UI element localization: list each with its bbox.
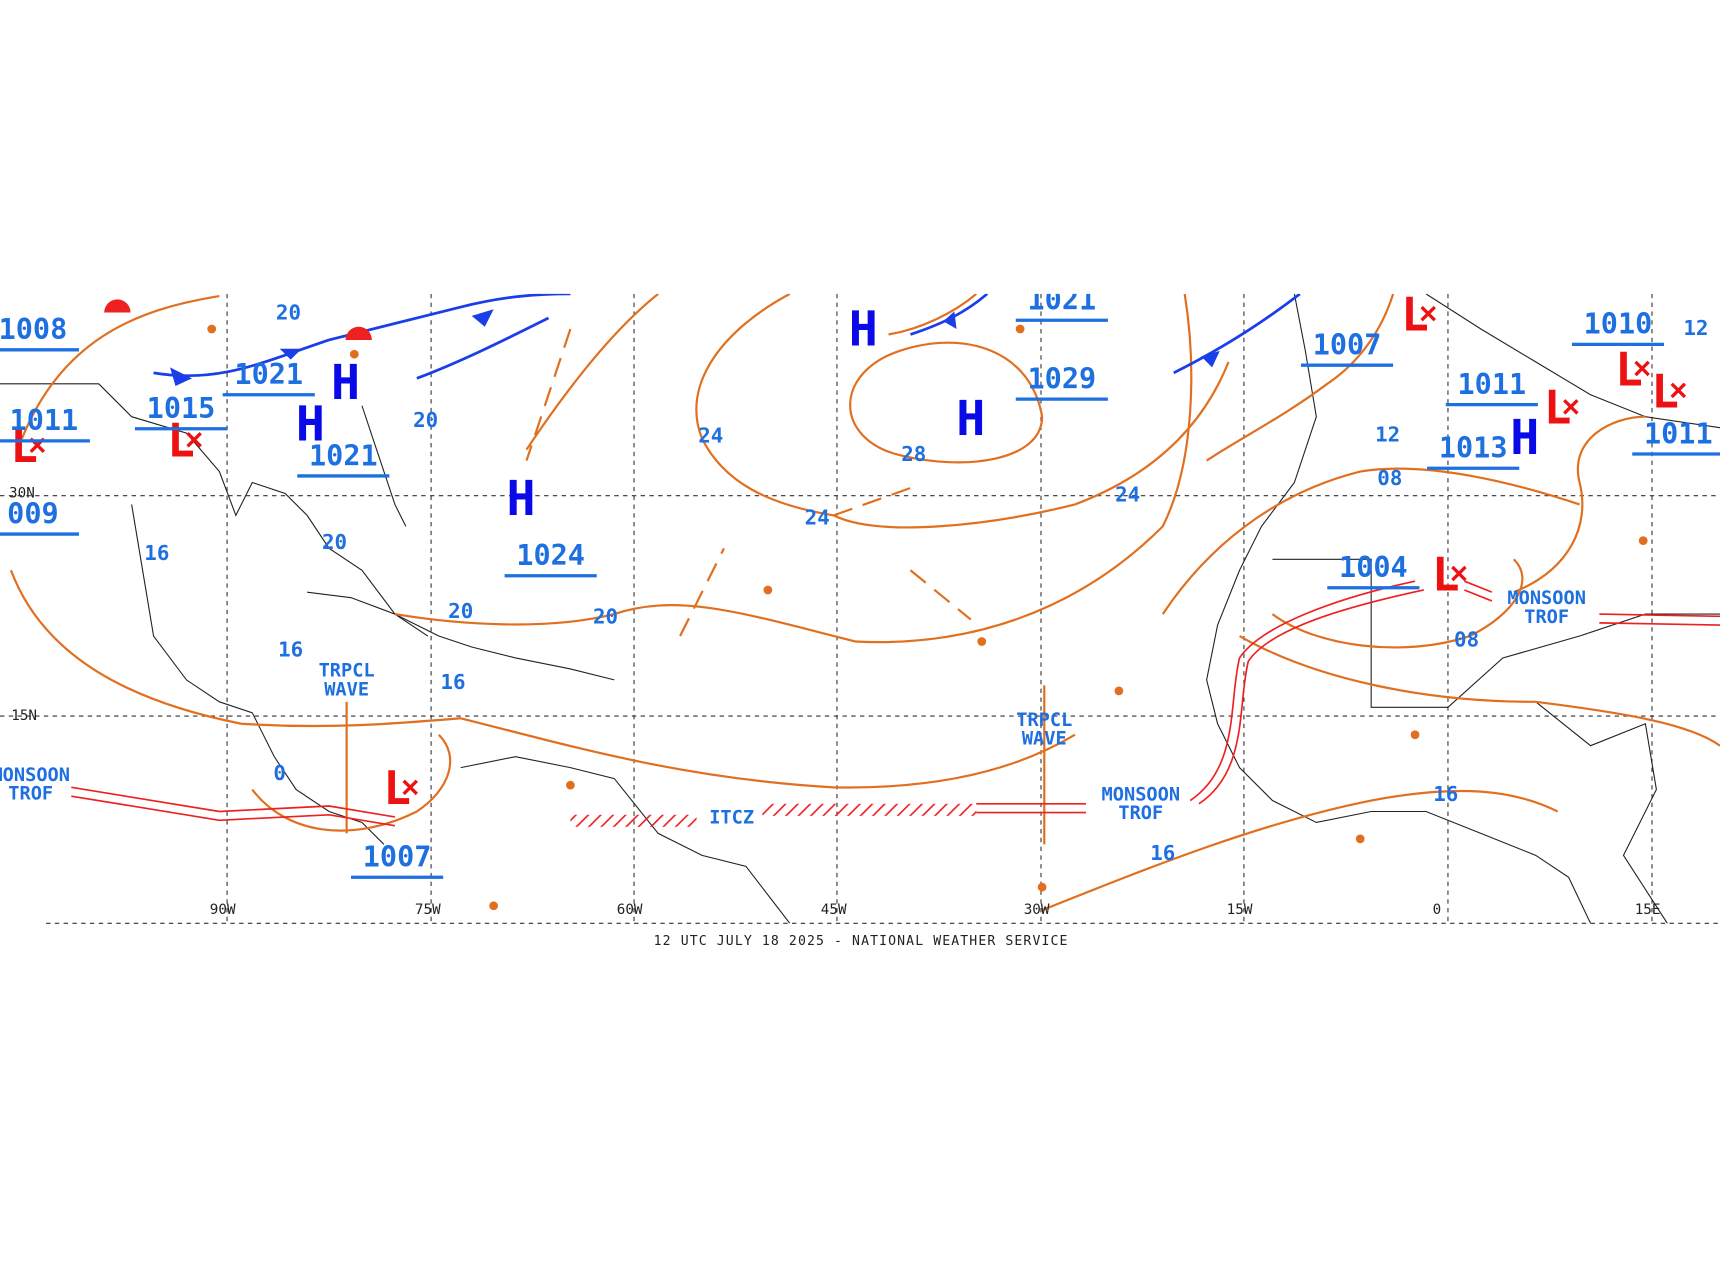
longitude-label: 75W [415, 902, 441, 918]
isobar-label: 20 [276, 301, 301, 325]
central-pressure: 1021 [1028, 284, 1097, 317]
station-plots [207, 324, 1648, 911]
grid [0, 293, 1720, 924]
high-center: H [296, 397, 325, 453]
high-center: H [1510, 410, 1539, 466]
isobar-label: 16 [1150, 841, 1175, 865]
central-pressure: 1011 [10, 404, 79, 437]
coastlines [0, 293, 1720, 924]
high-center: H [331, 355, 360, 411]
isobar-label: 16 [278, 637, 303, 661]
isobar-label: 20 [322, 530, 347, 554]
isobar-label: 12 [1375, 422, 1400, 446]
isobar-label: 20 [448, 599, 473, 623]
high-center: H [849, 301, 878, 357]
feature-label: MONSOON [0, 765, 70, 786]
feature-label: TROF [8, 783, 53, 804]
caption: 12 UTC JULY 18 2025 - NATIONAL WEATHER S… [654, 934, 1069, 949]
central-pressure: 1021 [309, 439, 378, 472]
central-pressure: 1011 [1458, 368, 1527, 401]
feature-label: ITCZ [709, 808, 754, 829]
low-center: L [10, 419, 38, 473]
central-pressure: 009 [7, 497, 58, 530]
feature-label: WAVE [324, 679, 369, 700]
central-pressure: 1021 [234, 358, 303, 391]
longitude-label: 60W [617, 902, 643, 918]
isobar-label: 16 [440, 670, 465, 694]
isobar-label: 24 [1115, 483, 1140, 507]
low-center: L [1544, 381, 1572, 435]
isobar-label: 24 [698, 423, 723, 447]
central-pressure: 1024 [516, 539, 585, 572]
low-marker [1563, 399, 1579, 415]
low-marker [1451, 565, 1467, 582]
longitude-label: 0 [1433, 902, 1442, 918]
longitude-label: 45W [821, 902, 847, 918]
low-marker [1670, 382, 1687, 399]
fronts [104, 293, 1301, 387]
central-pressure: 1029 [1028, 363, 1097, 396]
feature-label: TRPCL [1016, 710, 1072, 731]
longitude-label: 30W [1024, 902, 1050, 918]
longitude-label: 15W [1227, 902, 1253, 918]
feature-label: TROF [1118, 803, 1163, 824]
isobars [9, 293, 1720, 912]
feature-label: TROF [1524, 607, 1569, 628]
central-pressure: 1015 [147, 392, 216, 425]
low-center: L [383, 761, 411, 815]
isobar-label: 08 [1377, 466, 1402, 490]
isobar-label: 16 [144, 541, 169, 565]
low-marker [402, 779, 419, 796]
feature-label: WAVE [1022, 729, 1067, 750]
longitude-label: 90W [210, 902, 236, 918]
low-marker [186, 431, 202, 448]
feature-label: MONSOON [1102, 785, 1181, 806]
isobar-label: 28 [901, 442, 926, 466]
low-center: L [1432, 547, 1460, 601]
low-center: L [1401, 288, 1429, 342]
isobar-label: 16 [1433, 782, 1458, 806]
longitude-label: 15E [1635, 902, 1661, 918]
central-pressure: 1013 [1439, 432, 1508, 465]
feature-label: TRPCL [319, 661, 375, 682]
central-pressure: 1008 [0, 313, 67, 346]
troughs [71, 580, 1720, 827]
isobar-label: 20 [593, 604, 618, 628]
central-pressure: 1007 [363, 841, 432, 874]
feature-label: MONSOON [1507, 588, 1586, 609]
low-center: L [167, 414, 195, 468]
isobar-label: 08 [1454, 627, 1479, 651]
latitude-label: 30N [9, 485, 35, 501]
low-center: L [1615, 342, 1643, 396]
isobar-label: 20 [413, 408, 438, 432]
isobar-label: 12 [1683, 316, 1708, 340]
low-marker [1634, 360, 1650, 377]
low-marker [1420, 305, 1436, 322]
low-center: L [1651, 364, 1679, 418]
high-center: H [507, 471, 536, 527]
margin-labels: 12 UTC JULY 18 2025 - NATIONAL WEATHER S… [654, 934, 1069, 949]
central-pressure: 1007 [1313, 329, 1382, 362]
high-center: H [956, 391, 985, 447]
central-pressure: 1010 [1584, 308, 1653, 341]
isobar-label: 24 [805, 506, 830, 530]
central-pressure: 1011 [1644, 417, 1713, 450]
isobar-label: 0 [273, 761, 286, 785]
latitude-label: 15N [11, 708, 37, 724]
central-pressure: 1004 [1339, 551, 1408, 584]
